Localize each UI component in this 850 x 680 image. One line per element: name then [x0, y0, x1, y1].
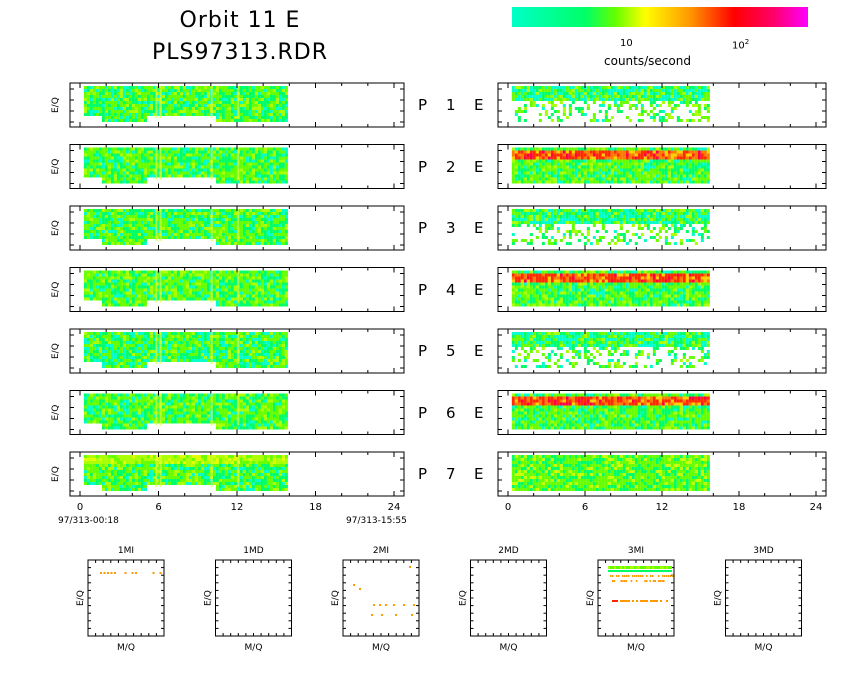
left-panel-3: E/Q [51, 205, 405, 251]
mass-panel-2MD: 2MD E/Q M/Q [459, 546, 547, 653]
mass-panel-title: 2MD [498, 546, 518, 556]
ylabel-eq: E/Q [51, 159, 61, 175]
right-panel-6 [497, 390, 827, 435]
panel-row-label-n: 7 [446, 465, 456, 483]
panel-row-label-n: 5 [446, 342, 456, 360]
panel-row-label-p: P [418, 157, 428, 176]
mass-panel-frame [470, 559, 547, 637]
panel-row-label-e: E [474, 96, 484, 114]
mass-panel-title: 2MI [373, 546, 389, 556]
right-panel-2 [497, 144, 827, 189]
ylabel-eq: E/Q [51, 466, 61, 482]
panel-row-label-n: 2 [446, 157, 456, 176]
left-panel-1: E/Q [51, 82, 405, 128]
x-tick-label: 6 [155, 502, 161, 513]
right-panel-5 [497, 328, 827, 374]
mass-panel-1MD: 1MD E/Q M/Q [204, 546, 292, 653]
left-panel-6: E/Q [51, 390, 405, 435]
mass-panel-xlabel: M/Q [500, 643, 518, 653]
colorbar [512, 7, 808, 27]
panel-row-label-n: 6 [446, 403, 456, 422]
panel-row-label-p: P [418, 96, 428, 114]
panel-row-label-e: E [474, 342, 484, 360]
x-tick-label: 6 [582, 502, 588, 513]
left-panel-5: E/Q [51, 328, 405, 374]
panel-row-label-p: P [418, 342, 428, 360]
mass-panel-ylabel: E/Q [714, 590, 724, 606]
x-tick-label: 24 [388, 502, 401, 513]
panel-row-label-e: E [474, 219, 484, 237]
mass-panel-title: 1MI [118, 546, 134, 556]
plot-title: Orbit 11 E [179, 8, 301, 33]
panel-row-label-p: P [418, 280, 428, 299]
ylabel-eq: E/Q [51, 282, 61, 298]
left-panel-2: E/Q [51, 144, 405, 189]
mass-panel-xlabel: M/Q [627, 643, 645, 653]
panel-row-label-e: E [474, 465, 484, 483]
mass-panel-ylabel: E/Q [459, 590, 469, 606]
right-panel-1 [497, 82, 827, 128]
x-tick-label: 24 [810, 502, 823, 513]
mass-panel-3MI: 3MI E/Q M/Q [586, 546, 675, 653]
mass-panel-3MD: 3MD E/Q M/Q [714, 546, 802, 653]
mass-panel-frame [342, 559, 420, 637]
right-panel-4 [497, 267, 827, 312]
mass-panel-xlabel: M/Q [117, 643, 135, 653]
ylabel-eq: E/Q [51, 220, 61, 236]
x-tick-label: 12 [231, 502, 244, 513]
mass-panel-xlabel: M/Q [245, 643, 263, 653]
x-tick-label: 18 [309, 502, 322, 513]
mass-panel-title: 1MD [243, 546, 263, 556]
mass-panel-ylabel: E/Q [331, 590, 341, 606]
ylabel-eq: E/Q [51, 405, 61, 421]
mass-panel-title: 3MI [628, 546, 644, 556]
panel-row-label-p: P [418, 403, 428, 422]
right-panel-3 [497, 205, 827, 251]
panel-row-label-p: P [418, 219, 428, 237]
mass-panel-frame [725, 559, 802, 637]
panel-row-label-n: 4 [446, 280, 456, 299]
x-tick-label: 12 [656, 502, 669, 513]
panel-row-label-p: P [418, 465, 428, 483]
mass-panel-2MI: 2MI E/Q M/Q [331, 546, 420, 653]
panel-row-label-e: E [474, 157, 484, 176]
right-panel-7: 0 6 12 18 24 [497, 451, 827, 513]
mass-panel-1MI: 1MI E/Q M/Q [76, 546, 165, 653]
mass-panel-xlabel: M/Q [755, 643, 773, 653]
mass-panel-frame [87, 559, 165, 637]
x-tick-label: 18 [733, 502, 746, 513]
ylabel-eq: E/Q [51, 97, 61, 113]
panel-row-label-n: 1 [446, 96, 456, 114]
ylabel-eq: E/Q [51, 343, 61, 359]
end-time-label: 97/313-15:55 [346, 516, 407, 526]
start-time-label: 97/313-00:18 [58, 516, 119, 526]
panel-row-label-e: E [474, 403, 484, 422]
left-panel-4: E/Q [51, 267, 405, 312]
mass-panel-frame [215, 559, 292, 637]
mass-panel-ylabel: E/Q [76, 590, 86, 606]
panel-row-label-n: 3 [446, 219, 456, 237]
mass-panel-xlabel: M/Q [372, 643, 390, 653]
colorbar-tick-10: 10 [620, 38, 633, 49]
panel-row-label-e: E [474, 280, 484, 299]
left-panel-7: E/Q 0 6 12 18 24 [51, 451, 405, 513]
plot-subtitle: PLS97313.RDR [152, 40, 328, 65]
mass-panel-ylabel: E/Q [586, 590, 596, 606]
mass-panel-ylabel: E/Q [204, 590, 214, 606]
mass-panel-title: 3MD [753, 546, 773, 556]
x-tick-label: 0 [505, 502, 511, 513]
colorbar-tick-100: 102 [732, 38, 750, 52]
x-tick-label: 0 [77, 502, 83, 513]
colorbar-label: counts/second [604, 54, 691, 68]
